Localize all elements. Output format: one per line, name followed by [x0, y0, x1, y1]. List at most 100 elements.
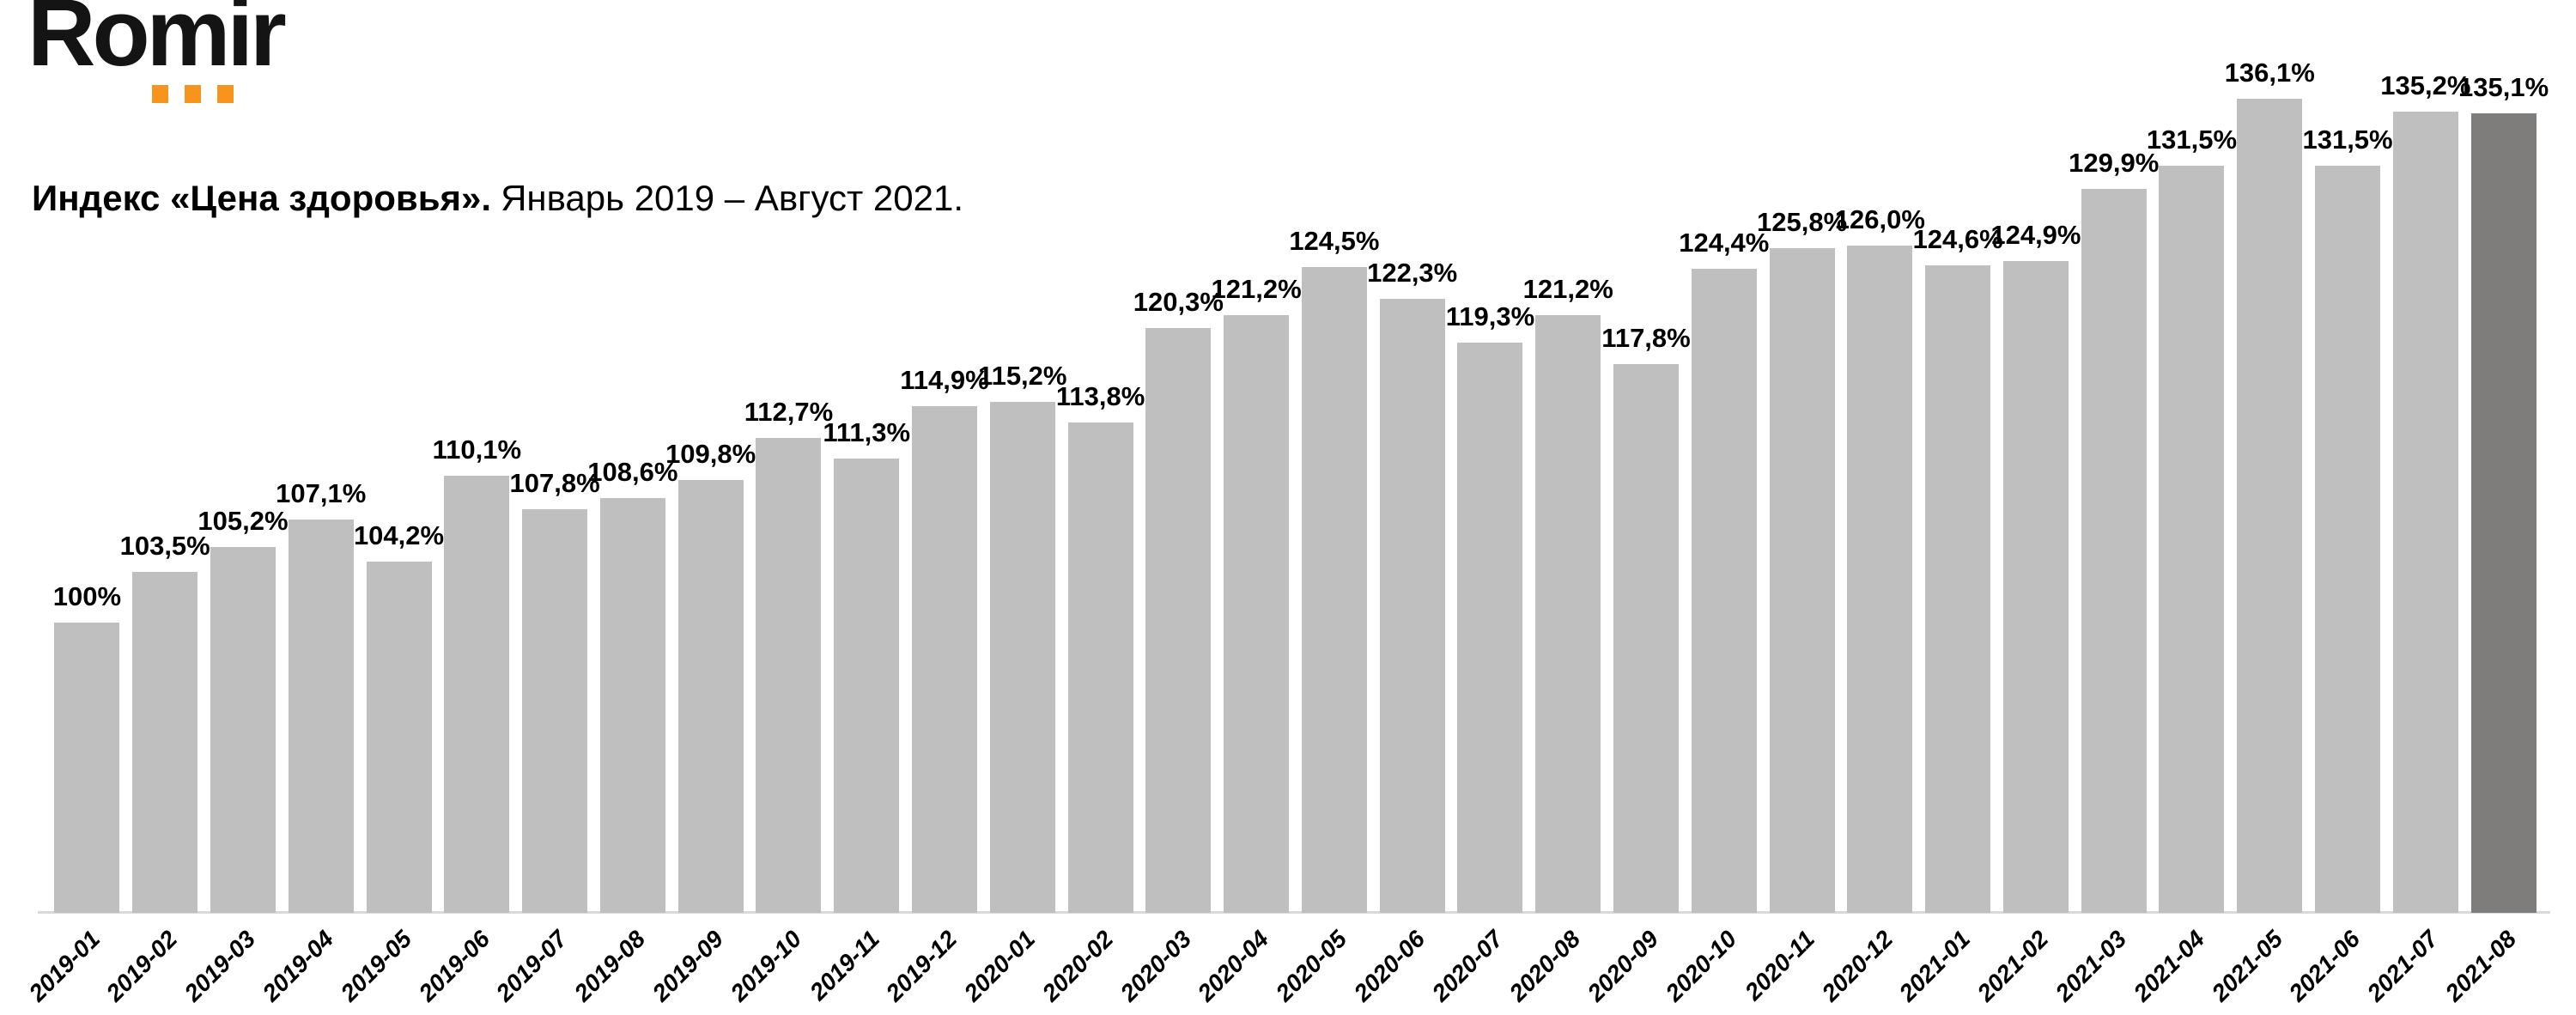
bar	[288, 520, 354, 913]
bar-value-label: 121,2%	[1522, 273, 1613, 304]
bar	[522, 509, 588, 913]
x-axis-tick-label: 2020-01	[958, 925, 1041, 1007]
bar	[2081, 189, 2147, 913]
bar-value-label: 124,5%	[1289, 225, 1380, 256]
bar	[1379, 299, 1445, 913]
bar-value-label: 111,3%	[823, 416, 911, 447]
x-axis-tick-label: 2019-02	[101, 925, 183, 1007]
bar-group: 109,8% 2019-09	[647, 99, 756, 1006]
bar-value-label: 124,4%	[1679, 227, 1770, 258]
bar	[1301, 267, 1367, 913]
x-axis-tick-label: 2020-11	[1739, 925, 1820, 1006]
x-axis-tick-label: 2021-01	[1894, 925, 1976, 1007]
chart-title-main: Индекс «Цена здоровья».	[32, 178, 492, 218]
bar	[1067, 422, 1133, 913]
bar	[2002, 261, 2069, 913]
bar-value-label: 109,8%	[665, 438, 756, 469]
x-axis-tick-label: 2021-06	[2283, 925, 2366, 1007]
x-axis-tick-label: 2020-04	[1193, 925, 1274, 1007]
bar	[834, 459, 900, 913]
bar	[54, 623, 120, 913]
bar	[1769, 248, 1835, 913]
bar	[132, 572, 198, 913]
bar-value-label: 114,9%	[900, 364, 989, 395]
logo-dots	[152, 85, 234, 103]
x-axis-tick-label: 2021-03	[2050, 925, 2132, 1007]
bar-value-label: 124,6%	[1912, 223, 2003, 254]
x-axis-tick-label: 2019-05	[335, 925, 417, 1007]
bar-group: 124,4% 2020-10	[1661, 99, 1770, 1006]
bar-value-label: 122,3%	[1367, 257, 1458, 288]
bar	[677, 480, 744, 913]
bar	[599, 498, 665, 913]
bar-value-label: 117,8%	[1601, 322, 1691, 353]
chart-title-period: Январь 2019 – Август 2021.	[501, 178, 964, 218]
bar-group: 103,5% 2019-02	[101, 99, 210, 1006]
bar-group: 113,8% 2020-02	[1036, 99, 1145, 1006]
bar-value-label: 105,2%	[197, 505, 289, 536]
bar-value-label: 107,8%	[509, 467, 600, 498]
bar-group: 135,2% 2021-07	[2362, 70, 2471, 1006]
bar	[1224, 315, 1290, 913]
bar-group: 115,2% 2020-01	[959, 99, 1067, 1006]
x-axis-tick-label: 2019-03	[179, 925, 261, 1007]
bar	[366, 562, 432, 913]
bar-value-label: 131,5%	[2302, 124, 2393, 155]
bar-group: 119,3% 2020-07	[1426, 99, 1534, 1006]
x-axis-tick-label: 2019-01	[23, 925, 105, 1007]
bar-value-label: 125,8%	[1757, 206, 1848, 237]
x-axis-tick-label: 2021-07	[2361, 925, 2444, 1007]
bar-value-label: 119,3%	[1445, 301, 1535, 331]
bar-group: 120,3% 2020-03	[1115, 99, 1224, 1006]
bar	[1925, 265, 1991, 913]
bar	[989, 402, 1055, 913]
bar-group: 124,5% 2020-05	[1271, 99, 1380, 1006]
bar-group: 122,3% 2020-06	[1349, 99, 1458, 1006]
bar-group: 112,7% 2019-10	[725, 99, 833, 1006]
bar-group: 131,5% 2021-04	[2128, 99, 2237, 1006]
x-axis-tick-label: 2020-08	[1504, 925, 1586, 1007]
bar-group: 108,6% 2019-08	[569, 99, 678, 1006]
bar	[1457, 343, 1523, 913]
bar-chart-plot-area: 100% 2019-01 103,5% 2019-02 105,2% 2019-03 107…	[23, 58, 2549, 1006]
bar-group: 111,3% 2019-11	[805, 99, 910, 1005]
bar-value-label: 113,8%	[1055, 380, 1145, 411]
x-axis-tick-label: 2020-06	[1348, 925, 1431, 1007]
bar-value-label: 131,5%	[2146, 124, 2238, 155]
x-axis-tick-label: 2020-10	[1660, 925, 1742, 1007]
x-axis-tick-label: 2020-12	[1816, 925, 1898, 1007]
x-axis-tick-label: 2021-04	[2128, 925, 2209, 1007]
bar	[1691, 269, 1757, 913]
bar	[2315, 166, 2381, 913]
bar-group: 124,9% 2021-02	[1972, 99, 2081, 1006]
bar-value-label: 110,1%	[432, 434, 522, 465]
bar-value-label: 129,9%	[2069, 147, 2160, 178]
bar	[1847, 246, 1913, 913]
logo-dot-icon	[152, 85, 168, 103]
x-axis-tick-label: 2021-08	[2439, 925, 2522, 1007]
bar	[2470, 113, 2537, 913]
bar	[210, 547, 276, 913]
bar-group: 117,8% 2020-09	[1583, 99, 1691, 1006]
bar	[1535, 315, 1601, 913]
bar	[1145, 328, 1212, 913]
bar-group: 100% 2019-01	[23, 99, 126, 1006]
x-axis-tick-label: 2019-08	[568, 925, 651, 1007]
x-axis-tick-label: 2020-05	[1270, 925, 1352, 1007]
bar-value-label: 135,1%	[2458, 71, 2549, 102]
bar-value-label: 121,2%	[1211, 273, 1302, 304]
bar-value-label: 126,0%	[1834, 204, 1925, 234]
bar-group: 126,0% 2020-12	[1816, 99, 1925, 1006]
x-axis-tick-label: 2020-03	[1115, 925, 1196, 1007]
x-axis-tick-label: 2019-04	[257, 925, 339, 1007]
bar-value-label: 124,9%	[1990, 219, 2081, 250]
logo-dot-icon	[217, 85, 234, 103]
bar-value-label: 104,2%	[353, 520, 445, 550]
bar-group: 121,2% 2020-04	[1193, 99, 1302, 1006]
x-axis-tick-label: 2019-12	[880, 925, 963, 1007]
bar-group: 125,8% 2020-11	[1740, 99, 1847, 1005]
bar-group: 105,2% 2019-03	[179, 99, 289, 1006]
bar-group: 107,8% 2019-07	[491, 99, 600, 1006]
x-axis-tick-label: 2020-09	[1582, 925, 1664, 1007]
